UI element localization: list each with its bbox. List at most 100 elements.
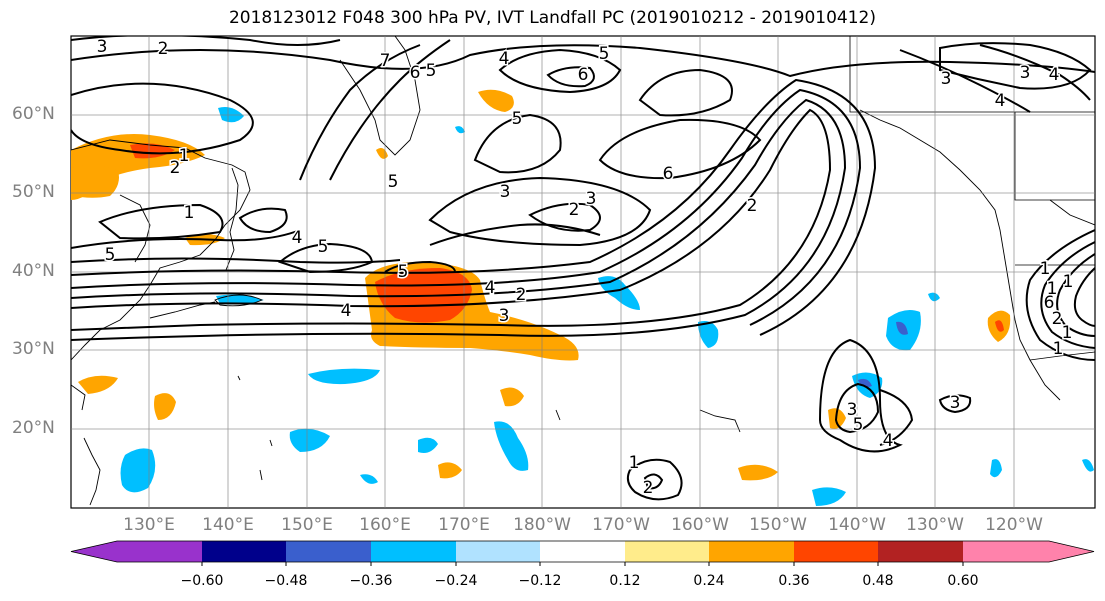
- shade-patch: [928, 292, 940, 302]
- shade-patch: [500, 387, 524, 407]
- shade-patch: [896, 321, 908, 335]
- shade-patch: [698, 321, 719, 348]
- colorbar-segment: [371, 541, 457, 562]
- contour-label: 3: [1020, 63, 1031, 83]
- shade-patch: [418, 437, 438, 453]
- shade-patch: [478, 89, 514, 112]
- contour-label: 2: [747, 196, 758, 216]
- colorbar-tick-label: −0.36: [349, 573, 393, 589]
- colorbar-segment: [286, 541, 372, 562]
- colorbar-tick-label: −0.60: [180, 573, 224, 589]
- shade-patch: [1082, 459, 1094, 472]
- contour-label: 5: [388, 172, 399, 192]
- lat-label-30n: 30°N: [12, 339, 55, 359]
- colorbar-tick-label: 0.24: [693, 573, 725, 589]
- contour-label: 1: [1040, 259, 1051, 279]
- colorbar-segment: [540, 541, 626, 562]
- lat-label-20n: 20°N: [12, 418, 55, 438]
- colorbar-segment: [963, 541, 1050, 562]
- contour-label: 4: [1049, 65, 1060, 85]
- contour-label: 4: [341, 301, 352, 321]
- map-title: 2018123012 F048 300 hPa PV, IVT Landfall…: [228, 8, 876, 28]
- shade-patch: [738, 464, 778, 481]
- colorbar-segment: [202, 541, 287, 562]
- contour-label: 2: [643, 478, 654, 498]
- contour-label: 3: [586, 189, 597, 209]
- shade-patch: [598, 276, 640, 310]
- shade-patch: [455, 126, 465, 134]
- lon-label-160e: 160°E: [359, 515, 411, 535]
- colorbar-tick-label: −0.24: [434, 573, 478, 589]
- colorbar-segment: [625, 541, 710, 562]
- shade-patch: [78, 375, 118, 394]
- colorbar-tick-label: 0.12: [609, 573, 641, 589]
- shade-patch: [438, 462, 462, 479]
- contour-label: 6: [663, 164, 674, 184]
- contour-label: 1: [1062, 323, 1073, 343]
- shade-patch: [360, 474, 378, 484]
- colorbar-segment: [456, 541, 541, 562]
- shade-patch: [494, 421, 529, 471]
- lat-label-50n: 50°N: [12, 182, 55, 202]
- contour-label: 4: [883, 431, 894, 451]
- lon-label-120w: 120°W: [985, 515, 1043, 535]
- lon-label-140e: 140°E: [202, 515, 254, 535]
- contour-label: 5: [105, 245, 116, 265]
- contour-label: 3: [847, 400, 858, 420]
- lat-label-40n: 40°N: [12, 261, 55, 281]
- contour-label: 5: [426, 61, 437, 81]
- colorbar-segment: [117, 541, 203, 562]
- contour-label: 1: [1047, 279, 1058, 299]
- lon-label-170w: 170°W: [592, 515, 650, 535]
- contour-label: 5: [853, 415, 864, 435]
- lon-label-130w: 130°W: [906, 515, 964, 535]
- contour-label: 5: [318, 237, 329, 257]
- colorbar-segment: [794, 541, 879, 562]
- lon-label-140w: 140°W: [828, 515, 886, 535]
- shade-patch: [154, 393, 176, 420]
- gridlines: [71, 36, 1095, 508]
- shade-patch: [71, 165, 119, 198]
- shade-patch: [990, 459, 1002, 478]
- contour-label: 5: [398, 262, 409, 282]
- contour-label: 4: [499, 49, 510, 69]
- colorbar-segment: [878, 541, 964, 562]
- lat-label-60n: 60°N: [12, 104, 55, 124]
- lon-label-150w: 150°W: [749, 515, 807, 535]
- contour-label: 2: [1052, 309, 1063, 329]
- contour-label: 2: [569, 200, 580, 220]
- contour-label: 3: [950, 393, 961, 413]
- contour-label: 3: [97, 37, 108, 57]
- contour-label: 1: [1063, 272, 1074, 292]
- lon-label-170e: 170°E: [438, 515, 490, 535]
- negative-anomaly-shading: [120, 107, 1094, 506]
- lon-label-130e: 130°E: [123, 515, 175, 535]
- contour-label: 1: [1053, 339, 1064, 359]
- colorbar-tick-label: 0.60: [947, 573, 979, 589]
- contour-label: 1: [179, 146, 190, 166]
- contour-label: 6: [578, 65, 589, 85]
- contour-label: 2: [516, 285, 527, 305]
- contour-label: 3: [499, 306, 510, 326]
- contour-label: 2: [158, 39, 169, 59]
- contour-label: 4: [995, 91, 1006, 111]
- colorbar-outline: [70, 540, 1095, 563]
- lon-label-160w: 160°W: [671, 515, 729, 535]
- contour-label: 4: [485, 278, 496, 298]
- contour-label: 1: [629, 453, 640, 473]
- colorbar-extend-low: [71, 541, 117, 562]
- lon-label-180w: 180°W: [513, 515, 571, 535]
- shade-patch: [308, 368, 380, 385]
- colorbar-tick-label: 0.48: [862, 573, 894, 589]
- pv-contours: [71, 36, 1095, 501]
- contour-label: 4: [292, 228, 303, 248]
- colorbar-segment: [709, 541, 795, 562]
- contour-label: 3: [500, 182, 511, 202]
- shade-patch: [289, 428, 330, 452]
- shade-patch: [120, 448, 156, 493]
- shade-patch: [130, 143, 175, 159]
- lon-label-150e: 150°E: [281, 515, 333, 535]
- colorbar-tick-label: −0.12: [518, 573, 562, 589]
